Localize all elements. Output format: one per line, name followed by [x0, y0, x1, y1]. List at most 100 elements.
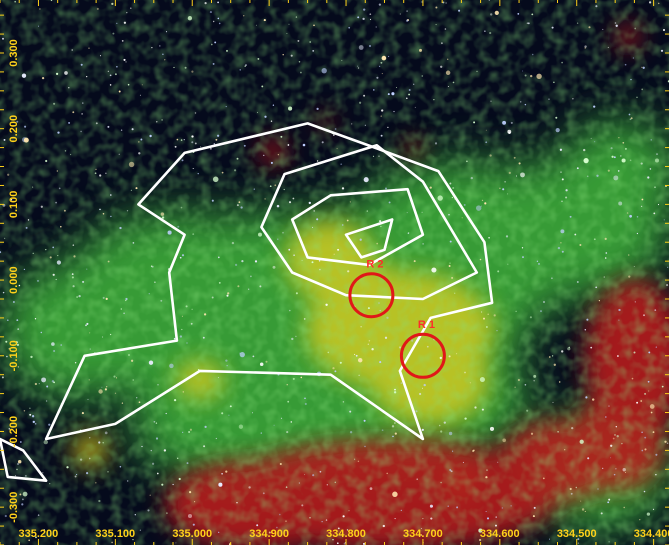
star	[378, 302, 380, 304]
star	[448, 265, 451, 267]
star	[476, 70, 478, 73]
star	[363, 177, 369, 183]
star	[185, 305, 188, 308]
star	[570, 492, 573, 495]
star	[346, 529, 349, 531]
star	[483, 317, 485, 320]
star	[173, 398, 177, 402]
star	[236, 502, 238, 504]
star	[666, 442, 669, 445]
star	[628, 275, 631, 278]
star	[114, 73, 117, 76]
star	[433, 99, 435, 101]
star	[507, 193, 509, 195]
star	[373, 89, 375, 91]
star	[177, 225, 180, 228]
star	[497, 270, 500, 273]
star	[538, 263, 540, 265]
star	[155, 437, 159, 440]
star	[130, 189, 133, 191]
star	[270, 161, 273, 164]
star	[56, 260, 62, 265]
star	[408, 89, 411, 91]
star	[17, 459, 22, 464]
star	[384, 336, 388, 339]
star	[368, 340, 371, 342]
star	[89, 437, 91, 439]
star	[173, 66, 175, 69]
star	[302, 143, 306, 147]
star	[577, 538, 580, 541]
star	[46, 385, 49, 388]
star	[312, 474, 315, 477]
star	[481, 311, 483, 313]
star	[123, 58, 126, 61]
star	[348, 510, 350, 512]
star	[656, 153, 658, 155]
star	[560, 242, 562, 244]
star	[102, 296, 105, 299]
star	[490, 13, 493, 16]
star	[485, 141, 488, 144]
star	[445, 70, 451, 76]
star	[174, 145, 177, 148]
star	[21, 73, 27, 78]
star	[440, 65, 443, 68]
star	[218, 22, 221, 25]
star	[127, 480, 129, 482]
star	[187, 16, 193, 21]
star	[107, 70, 109, 72]
star	[109, 74, 112, 77]
star	[22, 498, 24, 501]
star	[81, 113, 83, 115]
star	[287, 400, 290, 403]
star	[421, 1, 423, 3]
star	[616, 435, 619, 438]
star	[336, 148, 338, 150]
star	[348, 26, 351, 29]
star	[316, 160, 319, 162]
star	[394, 422, 396, 424]
star	[141, 84, 143, 86]
star	[332, 538, 334, 541]
star	[604, 416, 607, 418]
star	[210, 147, 212, 150]
star	[464, 417, 467, 420]
star	[304, 402, 307, 406]
star	[421, 211, 423, 213]
star	[319, 470, 322, 473]
star	[88, 379, 90, 381]
star	[426, 345, 429, 348]
star	[376, 76, 379, 79]
star	[241, 259, 244, 263]
star	[653, 212, 656, 215]
star	[594, 141, 596, 143]
star	[272, 104, 275, 106]
star	[529, 316, 532, 319]
star	[166, 512, 168, 514]
star	[641, 449, 644, 452]
star	[60, 225, 62, 228]
star	[121, 402, 124, 404]
star	[548, 356, 551, 358]
star	[72, 285, 75, 288]
star	[580, 500, 582, 502]
star	[191, 70, 194, 73]
star	[357, 67, 360, 69]
star	[288, 309, 291, 312]
star	[595, 5, 598, 8]
star	[55, 201, 57, 204]
star	[259, 285, 262, 288]
star	[321, 521, 323, 523]
star	[240, 206, 243, 209]
star	[584, 45, 587, 48]
star	[262, 492, 265, 495]
star	[369, 13, 372, 16]
star	[494, 10, 499, 16]
star	[107, 470, 109, 473]
star	[631, 377, 634, 380]
star	[663, 219, 665, 221]
star	[395, 86, 398, 89]
star	[30, 355, 33, 359]
star	[27, 219, 30, 221]
